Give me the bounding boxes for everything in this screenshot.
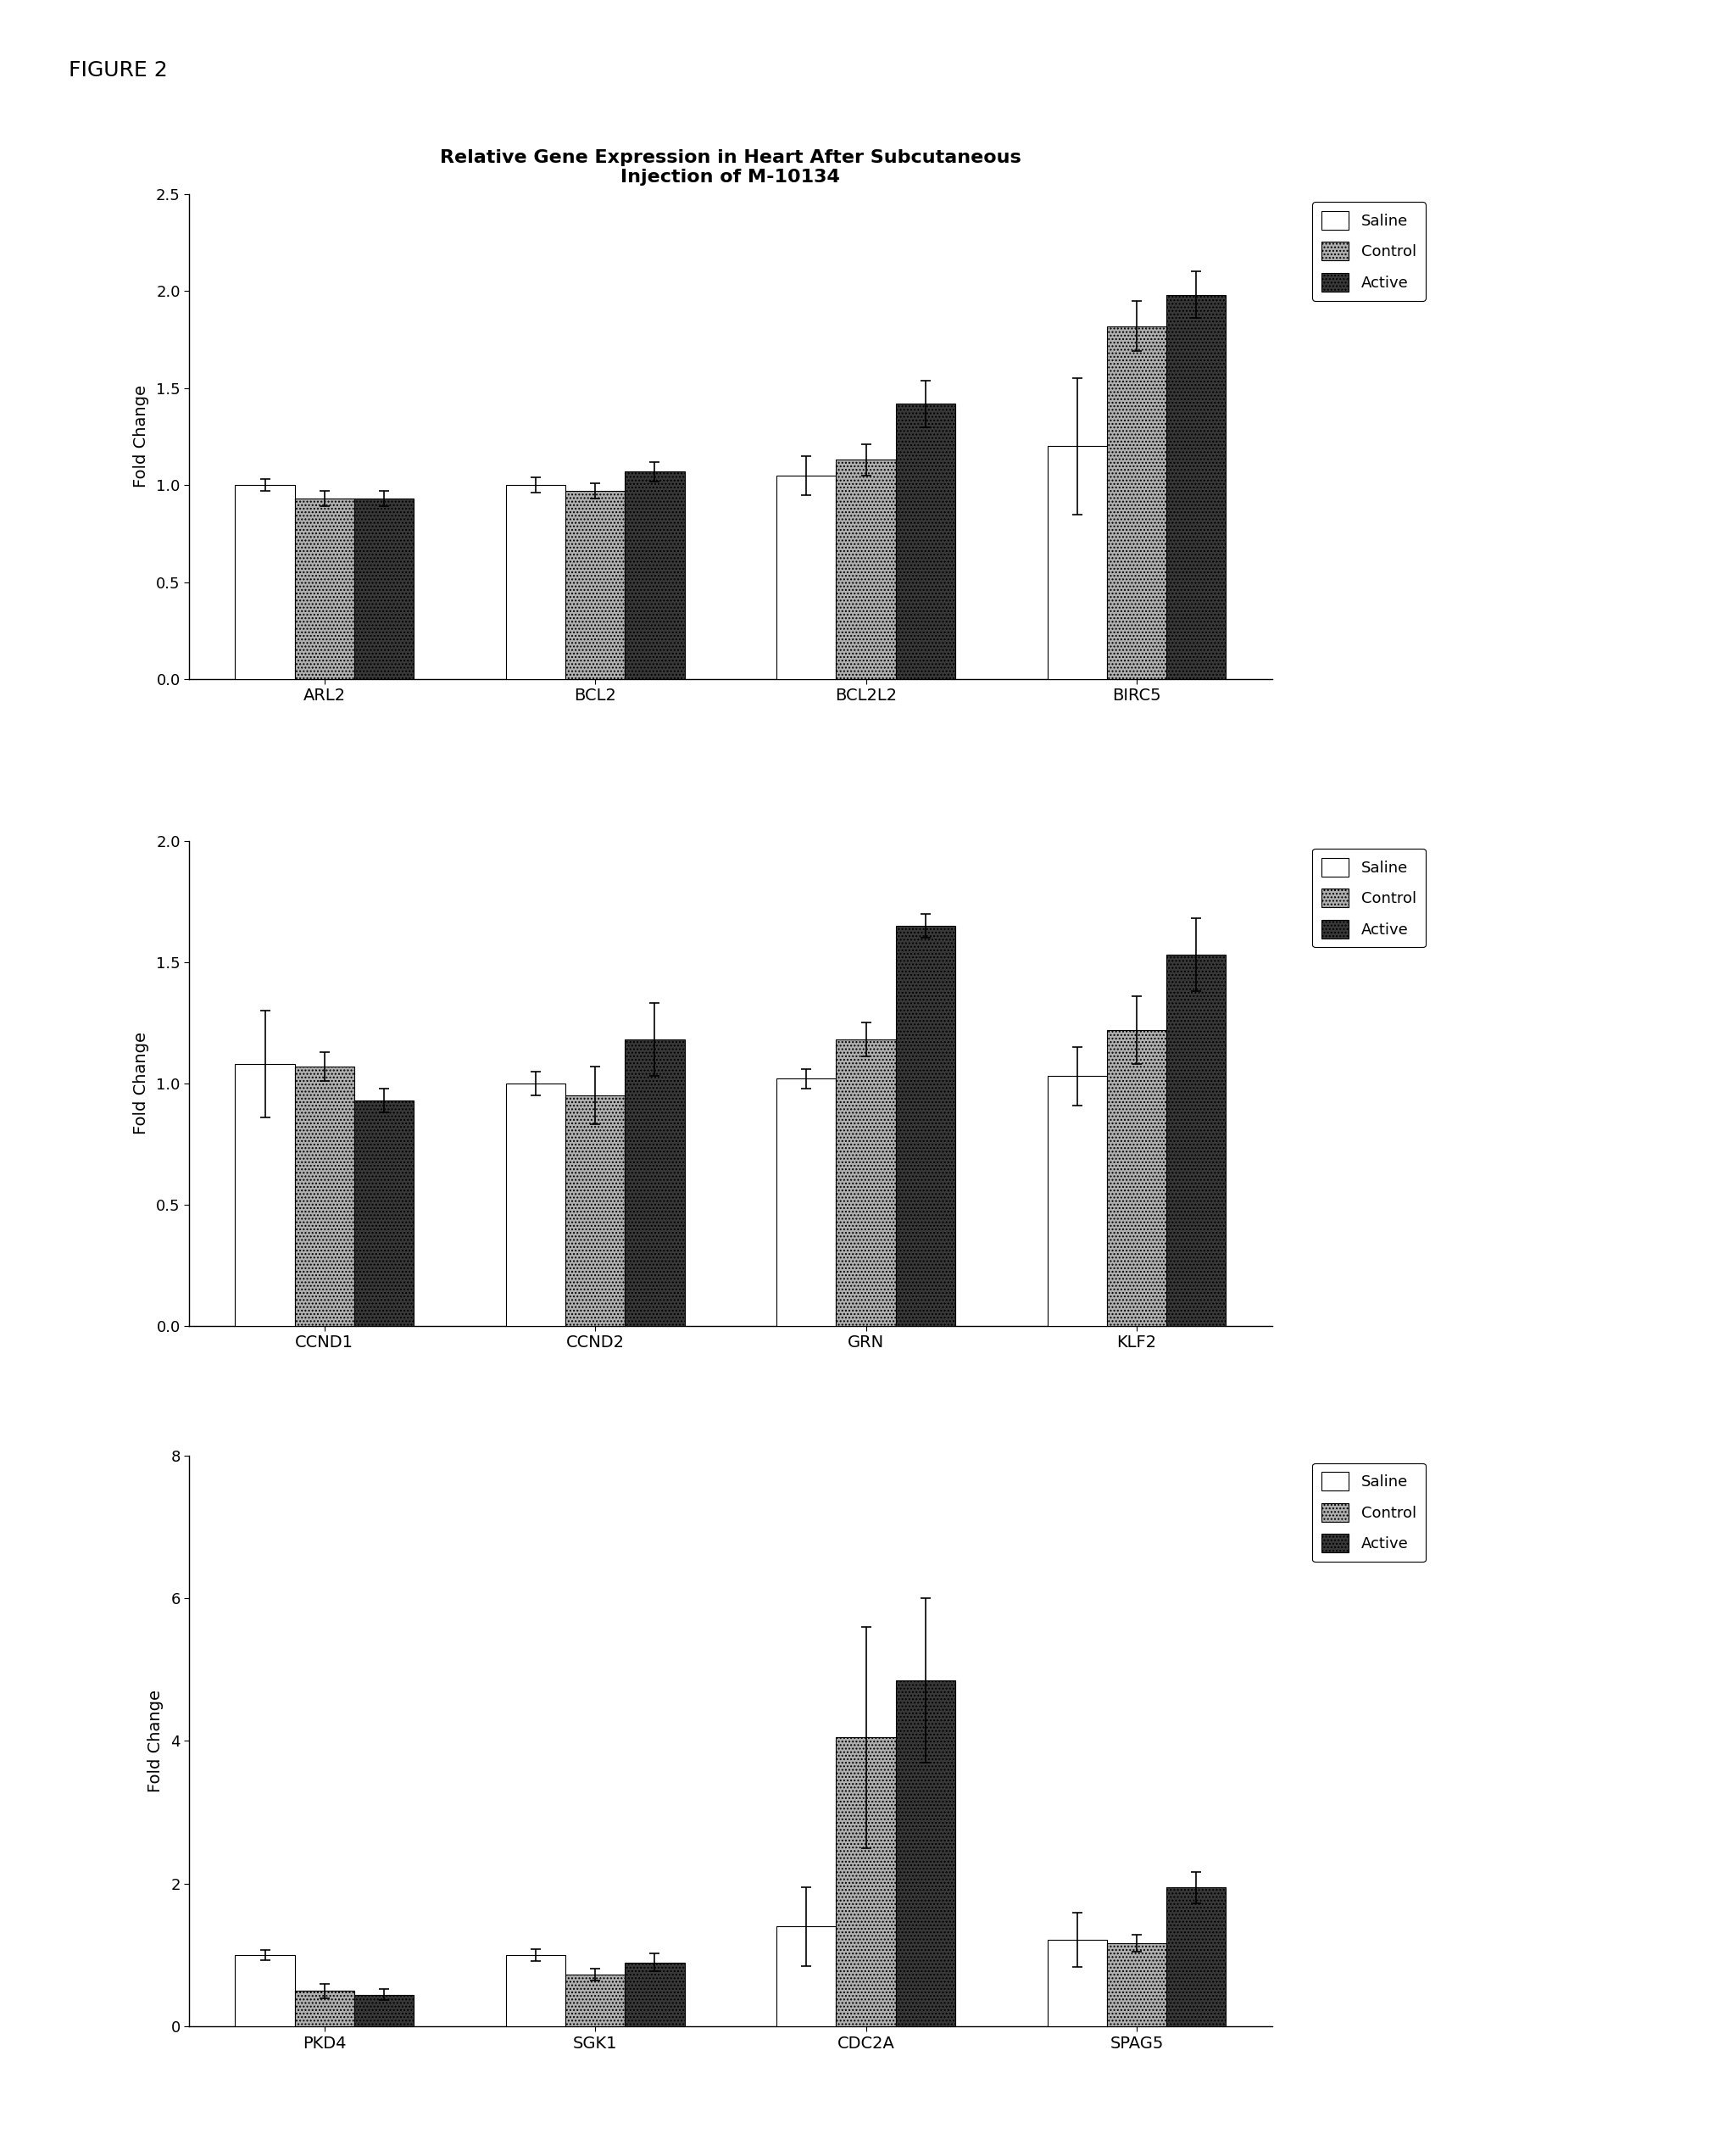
Bar — [236, 1955, 294, 2027]
Bar — [626, 1962, 684, 2027]
Bar — [354, 1100, 414, 1326]
Bar — [835, 1738, 896, 2027]
Bar — [626, 1039, 684, 1326]
Bar — [294, 1990, 354, 2027]
Bar — [294, 498, 354, 679]
Bar — [1107, 1943, 1167, 2027]
Legend: Saline, Control, Active: Saline, Control, Active — [1312, 849, 1425, 946]
Bar — [505, 1955, 566, 2027]
Y-axis label: Fold Change: Fold Change — [148, 1690, 163, 1792]
Bar — [777, 1927, 835, 2027]
Bar — [566, 1095, 626, 1326]
Bar — [1047, 446, 1107, 679]
Bar — [294, 1067, 354, 1326]
Y-axis label: Fold Change: Fold Change — [132, 1033, 150, 1134]
Text: FIGURE 2: FIGURE 2 — [69, 60, 168, 80]
Legend: Saline, Control, Active: Saline, Control, Active — [1312, 1464, 1425, 1561]
Bar — [835, 1039, 896, 1326]
Bar — [1167, 1886, 1226, 2027]
Bar — [777, 1078, 835, 1326]
Bar — [354, 498, 414, 679]
Bar — [505, 1084, 566, 1326]
Legend: Saline, Control, Active: Saline, Control, Active — [1312, 203, 1425, 300]
Title: Relative Gene Expression in Heart After Subcutaneous
Injection of M-10134: Relative Gene Expression in Heart After … — [440, 149, 1021, 185]
Bar — [626, 472, 684, 679]
Bar — [1167, 955, 1226, 1326]
Bar — [505, 485, 566, 679]
Bar — [236, 485, 294, 679]
Bar — [777, 476, 835, 679]
Bar — [236, 1063, 294, 1326]
Bar — [896, 925, 956, 1326]
Bar — [1167, 295, 1226, 679]
Bar — [1107, 1031, 1167, 1326]
Bar — [896, 1680, 956, 2027]
Bar — [1047, 1076, 1107, 1326]
Y-axis label: Fold Change: Fold Change — [132, 386, 150, 487]
Bar — [1047, 1940, 1107, 2027]
Bar — [566, 1975, 626, 2027]
Bar — [566, 492, 626, 679]
Bar — [835, 459, 896, 679]
Bar — [354, 1994, 414, 2027]
Bar — [896, 403, 956, 679]
Bar — [1107, 326, 1167, 679]
